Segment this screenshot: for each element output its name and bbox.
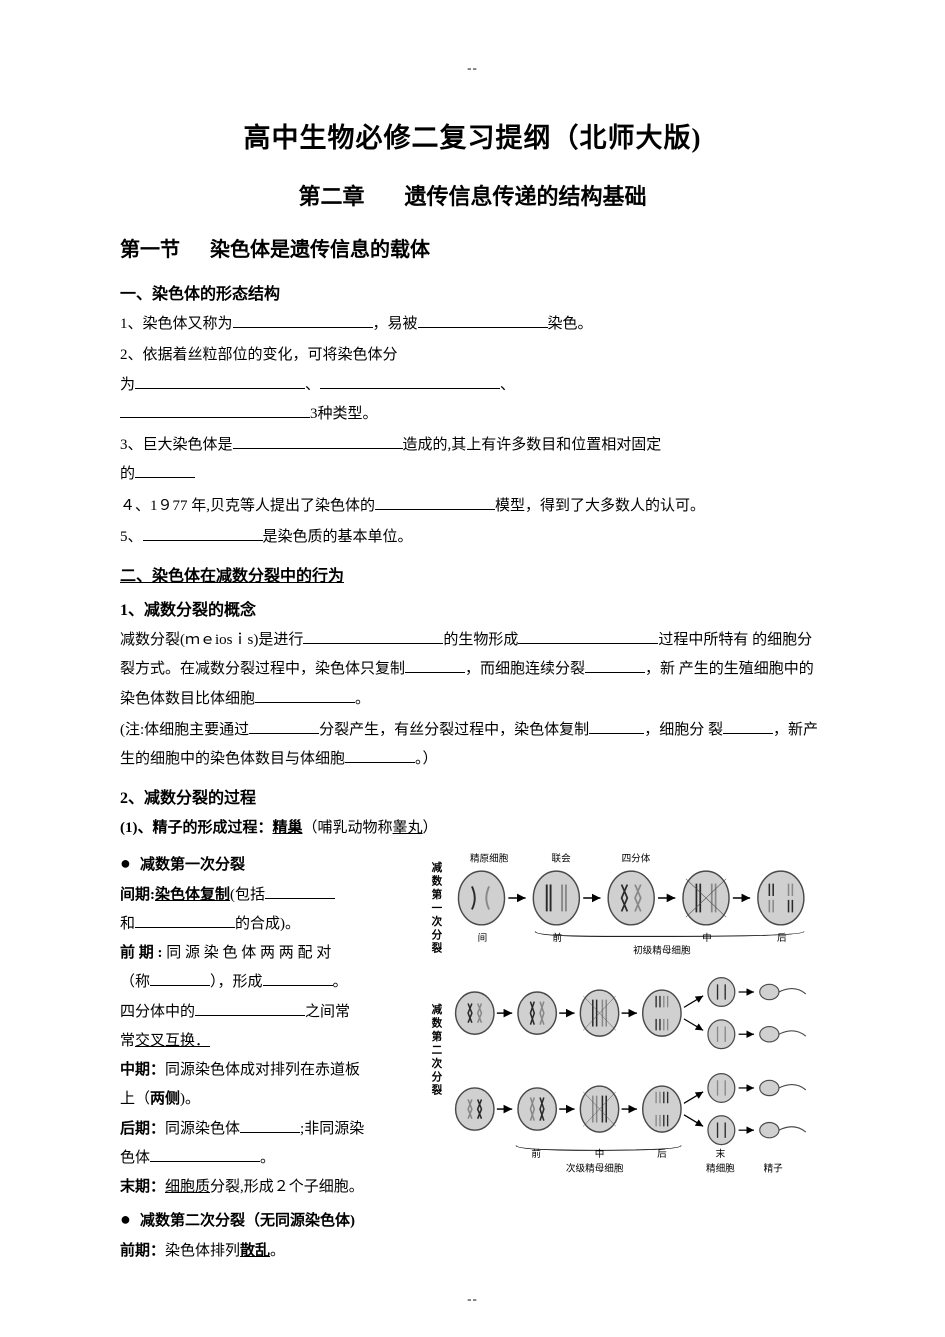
svg-text:间: 间 [478,932,488,944]
blank [303,627,443,644]
section-1-num: 第一节 [120,239,180,261]
prophase-2: 前期：染色体排列散乱。 [120,1237,410,1266]
meiosis-diagram: 减 数 第 一 次 分 裂 精原细胞 联会 四分体 [422,846,825,1200]
question-5: 5、是染色质的基本单位。 [120,523,825,552]
svg-text:后: 后 [657,1149,667,1160]
svg-text:前: 前 [531,1148,541,1160]
blank [233,311,373,328]
anaphase-1: 后期：同源染色体;非同源染 色体。 [120,1115,410,1174]
blank [135,461,195,478]
svg-text:二: 二 [432,1044,443,1056]
interphase: 间期:染色体复制(包括 和的合成)。 [120,881,410,940]
svg-text:次: 次 [432,914,443,927]
question-1: 1、染色体又称为，易被染色。 [120,310,825,339]
main-title: 高中生物必修二复习提纲（北师大版) [120,116,825,155]
blank [320,371,500,388]
svg-text:减: 减 [432,1003,443,1016]
svg-text:四分体: 四分体 [622,852,651,864]
meiosis-svg: 减 数 第 一 次 分 裂 精原细胞 联会 四分体 [422,850,825,1195]
svg-text:第: 第 [432,1029,443,1042]
concept-para-2: (注:体细胞主要通过分裂产生，有丝分裂过程中，染色体复制，细胞分 裂，新产生的细… [120,716,825,775]
blank [263,969,333,986]
blank [143,524,263,541]
question-4: ４、1９77 年,贝克等人提出了染色体的模型，得到了大多数人的认可。 [120,492,825,521]
top-dashes: -- [120,60,825,76]
chapter-name: 遗传信息传递的结构基础 [405,184,647,209]
tetrad: 四分体中的之间常 常交叉互换． [120,998,410,1057]
question-3: 3、巨大染色体是造成的,其上有许多数目和位置相对固定 的 [120,431,825,490]
blank [135,911,235,928]
svg-text:末: 末 [716,1148,726,1160]
heading-3-1: (1)、精子的形成过程：精巢（哺乳动物称睾丸） [120,814,825,843]
blank [518,627,658,644]
blank [240,1115,300,1132]
left-text-column: ●减数第一次分裂 间期:染色体复制(包括 和的合成)。 前 期 : 同 源 染 … [120,846,410,1267]
blank [723,717,773,734]
heading-2-1: 1、减数分裂的概念 [120,596,825,620]
blank [345,746,415,763]
svg-text:次: 次 [432,1056,443,1069]
prophase-1: 前 期 : 同 源 染 色 体 两 两 配 对 （称），形成。 [120,939,410,998]
svg-text:第: 第 [432,887,443,900]
svg-side-label-1: 减 [432,861,443,874]
blank [255,685,355,702]
svg-text:裂: 裂 [431,1083,443,1096]
bullet-meiosis-2: ●减数第二次分裂（无同源染色体) [120,1202,410,1237]
blank [589,717,644,734]
blank [150,1145,260,1162]
heading-2-2: 2、减数分裂的过程 [120,784,825,808]
heading-1-1: 一、染色体的形态结构 [120,280,825,304]
blank [585,656,645,673]
metaphase-1: 中期：同源染色体成对排列在赤道板 上（两侧)。 [120,1056,410,1115]
blank [418,311,548,328]
section-1-name: 染色体是遗传信息的载体 [210,239,430,261]
bottom-dashes: -- [0,1291,945,1307]
chapter-title: 第二章 遗传信息传递的结构基础 [120,179,825,211]
svg-text:精原细胞: 精原细胞 [470,852,509,864]
svg-text:中: 中 [702,932,712,944]
blank [375,492,495,509]
svg-text:前: 前 [552,932,562,944]
svg-text:数: 数 [431,1016,443,1029]
blank [150,969,210,986]
bullet-icon: ● [120,1202,140,1237]
telophase-1: 末期：细胞质分裂,形成２个子细胞。 [120,1173,410,1202]
blank [195,998,305,1015]
svg-text:一: 一 [432,903,443,914]
bullet-icon: ● [120,846,140,881]
svg-text:分: 分 [432,1070,443,1083]
svg-text:次级精母细胞: 次级精母细胞 [566,1162,624,1174]
blank [405,656,465,673]
chapter-num: 第二章 [298,184,364,209]
concept-para-1: 减数分裂(ｍｅiosｉs)是进行的生物形成过程中所特有 的细胞分裂方式。在减数分… [120,626,825,714]
svg-text:精子: 精子 [764,1162,784,1174]
question-2: 2、依据着丝粒部位的变化，可将染色体分 为、、 3种类型。 [120,341,825,429]
svg-text:数: 数 [431,874,443,887]
blank [233,432,403,449]
blank [135,371,305,388]
blank [265,881,335,898]
svg-text:初级精母细胞: 初级精母细胞 [633,944,691,956]
svg-text:联会: 联会 [552,852,572,864]
bullet-meiosis-1: ●减数第一次分裂 [120,846,410,881]
blank [120,401,310,418]
svg-text:裂: 裂 [431,941,443,954]
heading-1-2: 二、染色体在减数分裂中的行为 [120,562,825,586]
blank [249,717,319,734]
svg-text:精细胞: 精细胞 [706,1162,735,1174]
section-1-title: 第一节 染色体是遗传信息的载体 [120,233,825,262]
svg-text:分: 分 [432,928,443,941]
